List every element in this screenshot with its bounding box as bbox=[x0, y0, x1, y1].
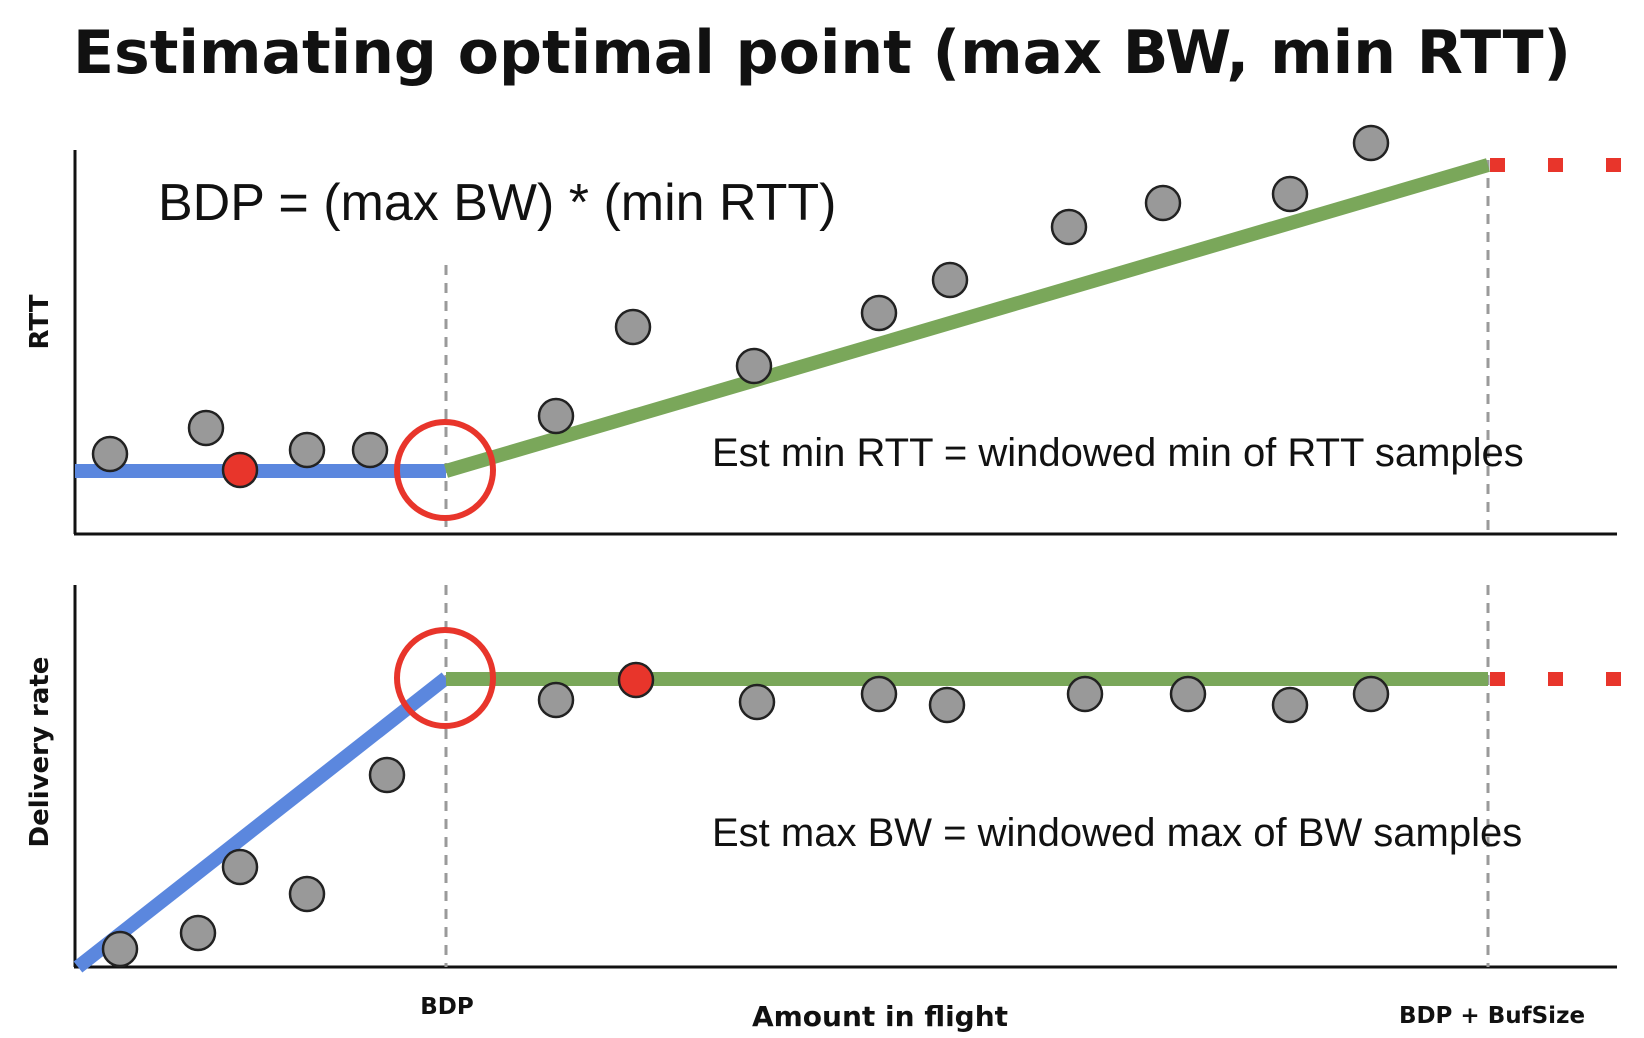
rtt-sample bbox=[537, 397, 575, 435]
rate-sample bbox=[738, 683, 776, 721]
bdp-formula: BDP = (max BW) * (min RTT) bbox=[158, 174, 836, 232]
delivery-rate-panel: Delivery rate Est max BW = windowed max … bbox=[25, 585, 1636, 973]
rtt-sample bbox=[351, 431, 389, 469]
rate-sample bbox=[1352, 675, 1390, 713]
rtt-sample bbox=[860, 294, 898, 332]
rtt-sample bbox=[288, 431, 326, 469]
rate-sample bbox=[537, 681, 575, 719]
rtt-sample bbox=[1271, 175, 1309, 213]
rate-sample bbox=[368, 756, 406, 794]
x-tick-bdp-bufsize: BDP + BufSize bbox=[1399, 1003, 1585, 1029]
rtt-estimate-note: Est min RTT = windowed min of RTT sample… bbox=[712, 431, 1524, 475]
rate-sample bbox=[288, 875, 326, 913]
rtt-rising-line bbox=[444, 158, 1490, 478]
rtt-sample bbox=[1352, 124, 1390, 162]
x-tick-bdp: BDP bbox=[420, 994, 473, 1020]
rate-max-sample bbox=[617, 661, 655, 699]
rate-estimate-note: Est max BW = windowed max of BW samples bbox=[712, 811, 1522, 855]
rate-sample bbox=[221, 848, 259, 886]
rtt-sample bbox=[931, 261, 969, 299]
rtt-optimal-point-ring bbox=[394, 419, 496, 521]
rate-sample bbox=[1169, 675, 1207, 713]
rate-sample bbox=[1066, 675, 1104, 713]
rtt-sample bbox=[735, 347, 773, 385]
rate-sample bbox=[1271, 686, 1309, 724]
rate-rising-line bbox=[73, 672, 451, 973]
rtt-samples bbox=[91, 124, 1390, 473]
rtt-sample bbox=[187, 409, 225, 447]
rtt-sample bbox=[1144, 184, 1182, 222]
rtt-sample bbox=[1050, 208, 1088, 246]
x-axis-label: Amount in flight bbox=[752, 1000, 1008, 1033]
rate-sample bbox=[860, 675, 898, 713]
rtt-axis-label: RTT bbox=[25, 294, 55, 349]
rate-sample bbox=[179, 914, 217, 952]
rate-sample bbox=[101, 930, 139, 968]
rate-sample bbox=[928, 686, 966, 724]
rate-axis-label: Delivery rate bbox=[25, 657, 55, 848]
rtt-min-sample bbox=[221, 451, 259, 489]
rtt-sample bbox=[91, 435, 129, 473]
slide-title: Estimating optimal point (max BW, min RT… bbox=[73, 18, 1571, 88]
rate-optimal-point-ring bbox=[394, 627, 496, 729]
rate-samples bbox=[101, 675, 1390, 968]
rtt-panel: BDP = (max BW) * (min RTT) RTT Est min bbox=[25, 124, 1636, 536]
rtt-sample bbox=[614, 308, 652, 346]
